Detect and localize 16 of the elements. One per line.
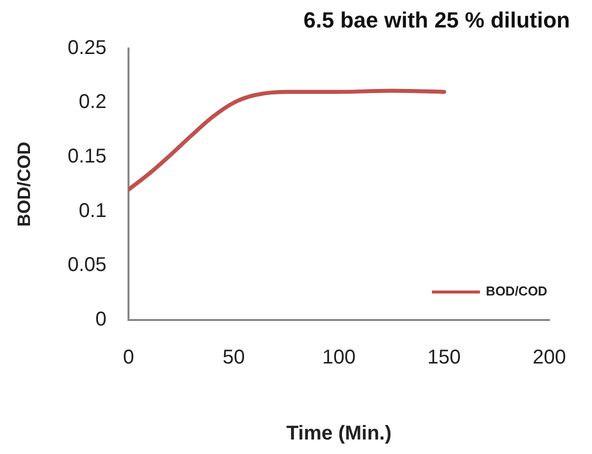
y-tick-label: 0.2 <box>78 91 107 114</box>
chart-title: 6.5 bae with 25 % dilution <box>304 7 570 32</box>
y-tick-label: 0 <box>95 308 107 331</box>
y-axis-title: BOD/COD <box>14 142 34 227</box>
x-tick-label: 150 <box>427 346 461 369</box>
line-series <box>128 88 446 192</box>
y-tick-label: 0.15 <box>68 146 107 168</box>
x-tick-label: 0 <box>122 346 134 369</box>
legend-label: BOD/COD <box>486 284 548 299</box>
x-tick-label: 100 <box>322 346 356 369</box>
x-tick-label: 50 <box>222 346 245 369</box>
y-tick-label: 0.25 <box>68 36 107 59</box>
y-tick-label: 0.1 <box>78 200 107 222</box>
x-tick-label: 200 <box>532 346 566 369</box>
x-axis-title: Time (Min.) <box>286 422 392 445</box>
y-tick-label: 0.05 <box>68 254 107 276</box>
